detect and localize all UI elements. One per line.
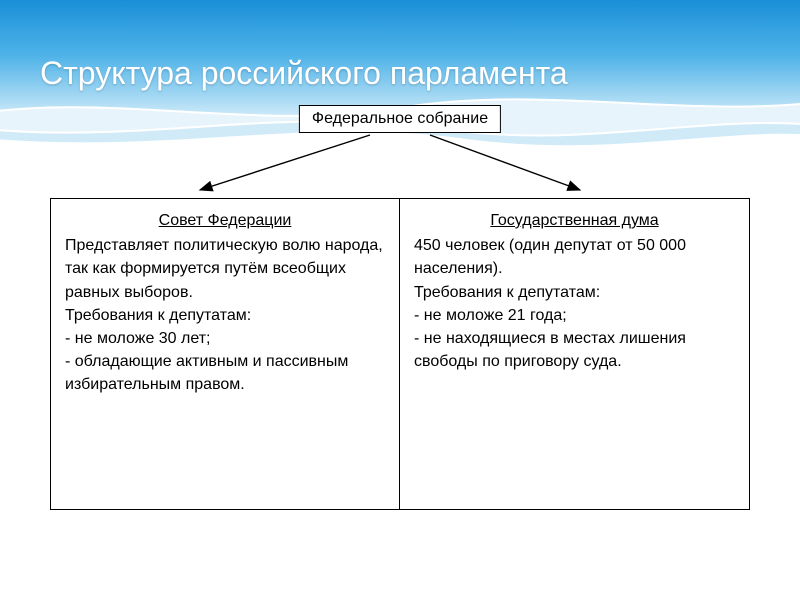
arrow-left: [200, 135, 370, 190]
right-chamber-title: Государственная дума: [414, 209, 735, 232]
root-node-label: Федеральное собрание: [312, 110, 488, 127]
left-column: Совет Федерации Представляет политическу…: [51, 199, 400, 509]
chambers-table: Совет Федерации Представляет политическу…: [50, 198, 750, 510]
slide-title: Структура российского парламента: [40, 55, 568, 92]
arrow-right: [430, 135, 580, 190]
right-column: Государственная дума 450 человек (один д…: [400, 199, 749, 509]
left-chamber-title: Совет Федерации: [65, 209, 385, 232]
root-node-box: Федеральное собрание: [299, 105, 501, 133]
arrows-layer: [0, 130, 800, 200]
right-chamber-body: 450 человек (один депутат от 50 000 насе…: [414, 234, 735, 373]
left-chamber-body: Представляет политическую волю народа, т…: [65, 234, 385, 396]
